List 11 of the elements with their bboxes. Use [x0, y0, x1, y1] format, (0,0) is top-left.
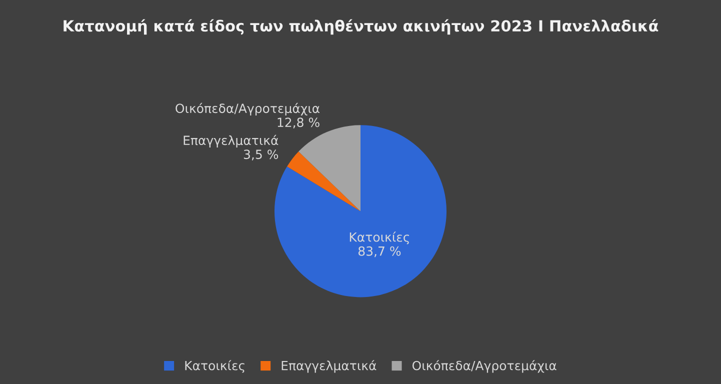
legend-label: Επαγγελματικά [282, 360, 376, 373]
data-label: 12,8 % [278, 118, 320, 128]
legend-label: Οικόπεδα/Αγροτεμάχια [412, 360, 556, 373]
legend-label: Κατοικίες [185, 360, 244, 373]
chart-title: Κατανομή κατά είδος των πωληθέντων ακινήτων 2023 Ι Πανελλαδικά [64, 19, 658, 35]
slice-label: Επαγγελματικά [184, 134, 278, 148]
data-label: 83,7 % [358, 246, 401, 258]
pie-slice [287, 152, 360, 212]
slice-label: Κατοικίες [350, 232, 409, 244]
data-label: 3,5 % [244, 150, 278, 160]
slice-label: Οικόπεδα/Αγροτεμάχια [176, 102, 320, 116]
